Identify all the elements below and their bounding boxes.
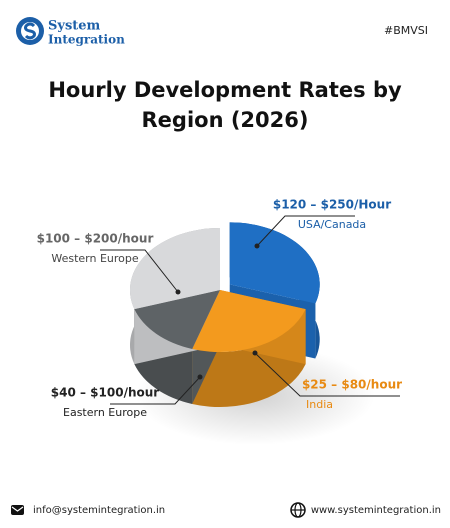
- slice: [129, 227, 220, 310]
- logo-text: Integration: [48, 33, 125, 47]
- footer: info@systemintegration.in www.systeminte…: [11, 502, 441, 518]
- leader-line: [110, 376, 201, 405]
- rate-label: $40 – $100/hour: [51, 386, 160, 400]
- leader-line: [254, 352, 400, 397]
- logo-text: System: [48, 19, 101, 34]
- leader-dot: [175, 289, 181, 295]
- slice: [229, 222, 320, 304]
- labels: $120 – $250/Hour USA/Canada $100 – $200/…: [37, 198, 403, 420]
- region-label: Western Europe: [51, 252, 139, 265]
- slice: [192, 290, 306, 352]
- chart-title: Hourly Development Rates by Region (2026): [48, 78, 402, 132]
- leader-line: [256, 215, 355, 247]
- website[interactable]: www.systemintegration.in: [311, 505, 441, 516]
- mail-icon: [11, 505, 24, 515]
- rate-label: $120 – $250/Hour: [273, 198, 391, 212]
- leader-line: [100, 249, 179, 293]
- slice-wall: [192, 309, 306, 407]
- mail-icon-flap: [11, 506, 24, 512]
- leader-dot: [197, 374, 203, 380]
- rate-label: $25 – $80/hour: [302, 378, 402, 392]
- title-line: Hourly Development Rates by: [48, 78, 402, 102]
- title-line: Region (2026): [142, 108, 309, 132]
- region-label: USA/Canada: [298, 218, 366, 231]
- tag: #BMVSI: [384, 24, 428, 37]
- leader-dot: [252, 350, 258, 356]
- logo[interactable]: System Integration: [16, 17, 125, 47]
- logo-s: [24, 22, 36, 40]
- slice: [134, 290, 220, 349]
- leader-dot: [254, 243, 260, 249]
- slice-wall-shade: [192, 309, 306, 407]
- region-label: India: [306, 398, 333, 411]
- rate-label: $100 – $200/hour: [37, 232, 154, 246]
- email[interactable]: info@systemintegration.in: [33, 505, 165, 516]
- pie: [129, 222, 320, 407]
- region-label: Eastern Europe: [63, 406, 147, 419]
